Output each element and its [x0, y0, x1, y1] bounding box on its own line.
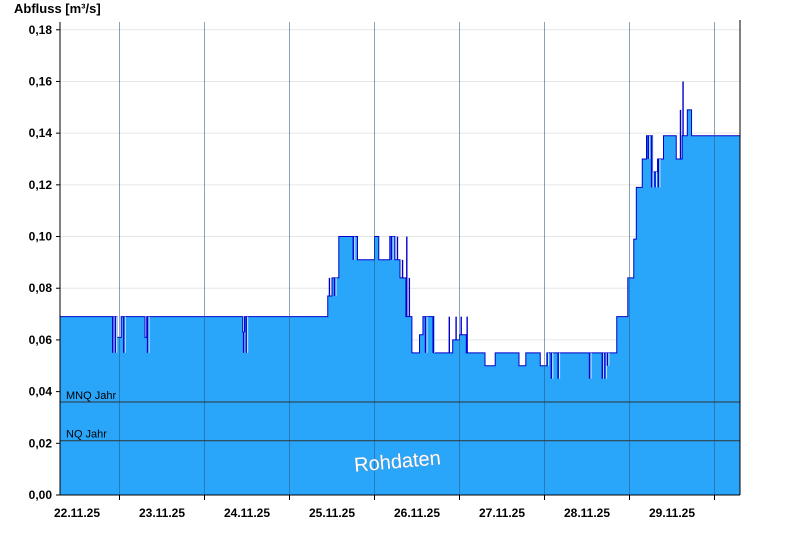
y-axis-title: Abfluss [m³/s]	[14, 1, 101, 16]
y-tick-label-3: 0,06	[29, 333, 53, 347]
x-tick-label-5: 27.11.25	[479, 506, 525, 520]
day-separator-lines	[119, 22, 715, 495]
series-area-fill	[60, 109, 740, 495]
y-tick-label-7: 0,14	[29, 126, 53, 140]
x-tick-label-3: 25.11.25	[309, 506, 355, 520]
y-tick-label-4: 0,08	[29, 281, 53, 295]
x-axis-ticks: 22.11.25 23.11.25 24.11.25 25.11.25 26.11.25…	[54, 495, 715, 520]
axes	[59, 20, 741, 496]
x-tick-label-1: 23.11.25	[139, 506, 185, 520]
x-tick-label-6: 28.11.25	[564, 506, 610, 520]
y-axis-ticks: 0,00 0,02 0,04 0,06 0,08 0,10 0,12 0,14 0,16 0,18	[29, 23, 60, 502]
series-area	[60, 81, 740, 495]
y-tick-label-5: 0,10	[29, 230, 53, 244]
y-tick-label-6: 0,12	[29, 178, 53, 192]
x-tick-label-0: 22.11.25	[54, 506, 100, 520]
y-tick-label-9: 0,18	[29, 23, 53, 37]
x-tick-label-4: 26.11.25	[394, 506, 440, 520]
x-tick-label-7: 29.11.25	[649, 506, 695, 520]
refline-label-1: NQ Jahr	[66, 429, 107, 441]
y-tick-label-0: 0,00	[29, 488, 53, 502]
y-tick-label-1: 0,02	[29, 436, 53, 450]
y-tick-label-2: 0,04	[29, 385, 53, 399]
refline-label-0: MNQ Jahr	[66, 390, 116, 402]
x-tick-label-2: 24.11.25	[224, 506, 270, 520]
y-tick-label-8: 0,16	[29, 74, 53, 88]
reference-lines: MNQ Jahr NQ Jahr	[60, 390, 740, 442]
